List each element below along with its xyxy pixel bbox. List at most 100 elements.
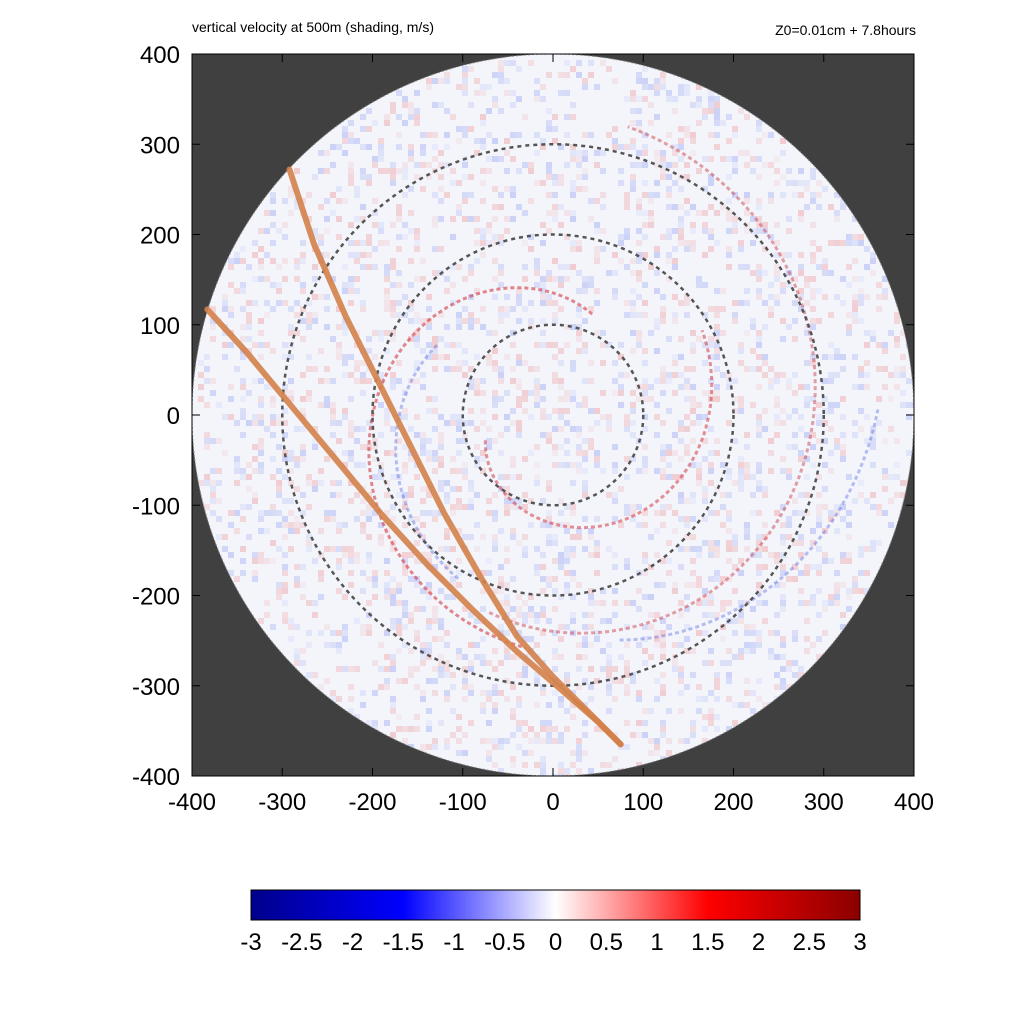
field-cell [480, 654, 486, 660]
field-cell [774, 372, 780, 378]
field-cell [534, 642, 540, 648]
field-cell [756, 588, 762, 594]
field-cell [462, 438, 468, 444]
field-cell [636, 228, 642, 234]
field-cell [438, 444, 444, 450]
field-cell [702, 186, 708, 192]
field-cell [498, 624, 504, 630]
field-cell [366, 348, 372, 354]
field-cell [846, 474, 852, 480]
field-cell [672, 318, 678, 324]
field-cell [780, 150, 786, 156]
colorbar [250, 889, 861, 921]
field-cell [858, 426, 864, 432]
field-cell [522, 672, 528, 678]
field-cell [594, 258, 600, 264]
field-cell [534, 564, 540, 570]
field-cell [864, 498, 870, 504]
field-cell [852, 576, 858, 582]
field-cell [468, 378, 474, 384]
field-cell [780, 408, 786, 414]
field-cell [282, 618, 288, 624]
field-cell [384, 294, 390, 300]
field-cell [444, 420, 450, 426]
field-cell [798, 540, 804, 546]
field-cell [528, 390, 534, 396]
field-cell [684, 396, 690, 402]
field-cell [264, 384, 270, 390]
field-cell [408, 516, 414, 522]
field-cell [750, 348, 756, 354]
field-cell [420, 450, 426, 456]
field-cell [570, 426, 576, 432]
field-cell [474, 216, 480, 222]
field-cell [480, 90, 486, 96]
field-cell [798, 306, 804, 312]
field-cell [408, 618, 414, 624]
field-cell [396, 438, 402, 444]
field-cell [834, 216, 840, 222]
field-cell [744, 366, 750, 372]
field-cell [756, 414, 762, 420]
field-cell [384, 582, 390, 588]
field-cell [558, 384, 564, 390]
field-cell [414, 540, 420, 546]
field-cell [390, 300, 396, 306]
field-cell [858, 240, 864, 246]
field-cell [342, 414, 348, 420]
field-cell [822, 486, 828, 492]
field-cell [204, 378, 210, 384]
field-cell [846, 594, 852, 600]
field-cell [360, 126, 366, 132]
field-cell [492, 366, 498, 372]
field-cell [624, 204, 630, 210]
field-cell [306, 540, 312, 546]
field-cell [774, 264, 780, 270]
field-cell [456, 726, 462, 732]
field-cell [396, 114, 402, 120]
field-cell [558, 180, 564, 186]
field-cell [786, 468, 792, 474]
field-cell [516, 630, 522, 636]
field-cell [498, 204, 504, 210]
field-cell [330, 516, 336, 522]
field-cell [246, 390, 252, 396]
field-cell [540, 690, 546, 696]
field-cell [594, 162, 600, 168]
field-cell [342, 288, 348, 294]
field-cell [366, 144, 372, 150]
field-cell [840, 204, 846, 210]
field-cell [396, 168, 402, 174]
field-cell [330, 414, 336, 420]
field-cell [840, 396, 846, 402]
field-cell [396, 624, 402, 630]
field-cell [726, 228, 732, 234]
field-cell [852, 498, 858, 504]
field-cell [384, 420, 390, 426]
field-cell [684, 240, 690, 246]
field-cell [690, 102, 696, 108]
field-cell [762, 132, 768, 138]
field-cell [666, 186, 672, 192]
field-cell [300, 306, 306, 312]
field-cell [432, 396, 438, 402]
y-tick-label: -100 [132, 493, 180, 520]
field-cell [756, 582, 762, 588]
field-cell [240, 516, 246, 522]
field-cell [576, 246, 582, 252]
field-cell [798, 270, 804, 276]
field-cell [672, 588, 678, 594]
field-cell [756, 642, 762, 648]
field-cell [330, 492, 336, 498]
field-cell [246, 486, 252, 492]
field-cell [606, 270, 612, 276]
field-cell [576, 528, 582, 534]
field-cell [306, 318, 312, 324]
field-cell [774, 378, 780, 384]
field-cell [552, 174, 558, 180]
field-cell [654, 582, 660, 588]
field-cell [702, 438, 708, 444]
field-cell [414, 474, 420, 480]
field-cell [402, 642, 408, 648]
field-cell [240, 474, 246, 480]
